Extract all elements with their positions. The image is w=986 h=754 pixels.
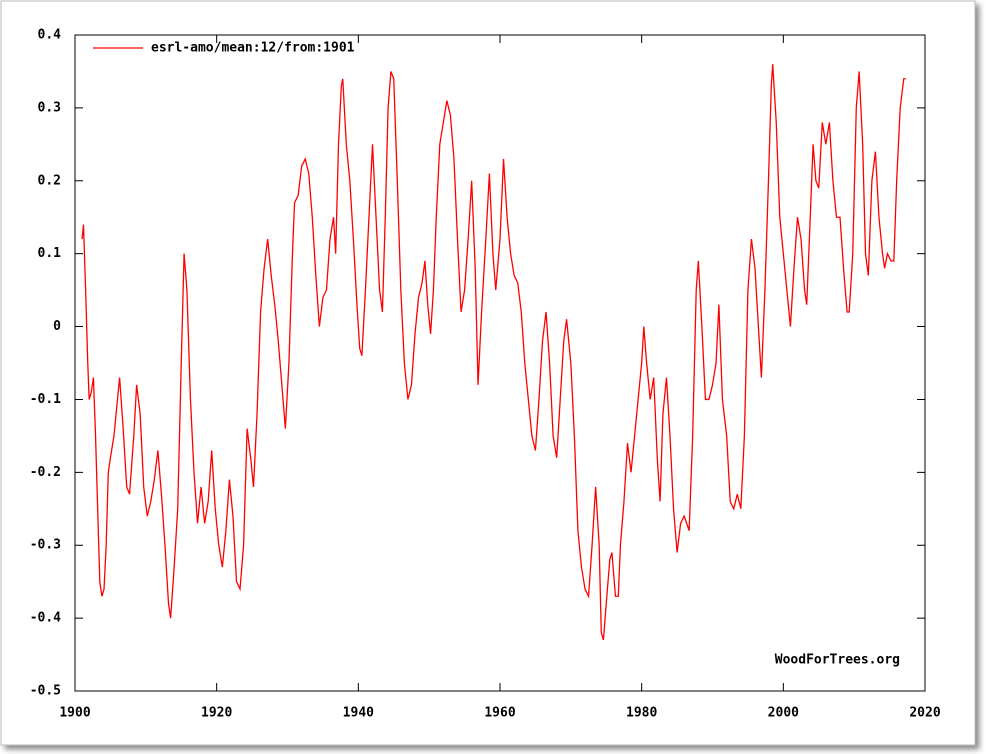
y-tick-label: -0.1 xyxy=(30,392,61,407)
x-tick-label: 1900 xyxy=(59,706,90,721)
annotation: WoodForTrees.org xyxy=(775,653,900,668)
y-tick-label: 0 xyxy=(53,319,61,334)
legend-label: esrl-amo/mean:12/from:1901 xyxy=(151,41,355,56)
data-line xyxy=(81,64,906,641)
x-tick-label: 2000 xyxy=(768,706,799,721)
x-tick-label: 1920 xyxy=(201,706,232,721)
x-tick-label: 1960 xyxy=(484,706,515,721)
y-tick-label: 0.3 xyxy=(38,100,61,115)
y-tick-label: 0.4 xyxy=(38,28,62,43)
y-tick-label: -0.4 xyxy=(30,611,61,626)
y-tick-label: -0.5 xyxy=(30,684,61,699)
x-tick-label: 2020 xyxy=(909,706,940,721)
y-tick-label: 0.1 xyxy=(38,246,62,261)
x-tick-label: 1940 xyxy=(343,706,374,721)
x-tick-label: 1980 xyxy=(626,706,657,721)
frame xyxy=(0,0,976,746)
y-tick-label: 0.2 xyxy=(38,173,61,188)
y-tick-label: -0.2 xyxy=(30,465,61,480)
y-tick-label: -0.3 xyxy=(30,538,61,553)
